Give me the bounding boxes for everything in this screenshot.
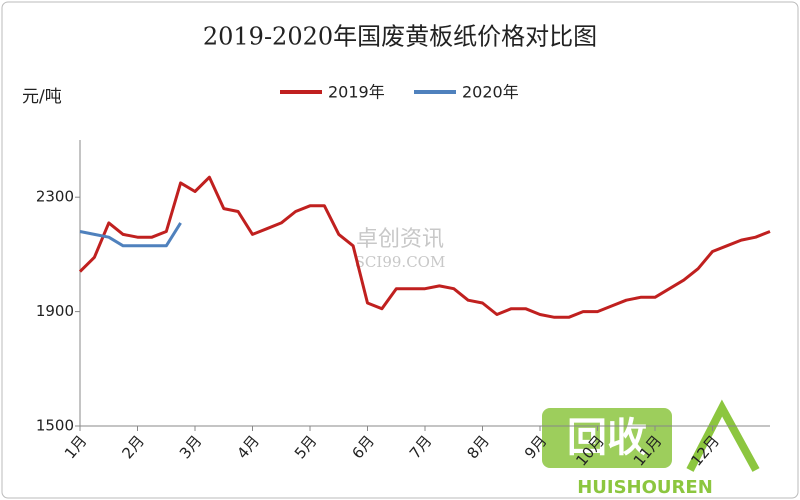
legend-label: 2020年 xyxy=(462,83,519,102)
watermark: 卓创资讯 xyxy=(356,227,444,252)
watermark: SCI99.COM xyxy=(355,253,446,271)
y-tick-label: 1900 xyxy=(36,302,74,320)
logo-text: 回收 xyxy=(567,415,647,461)
chart-title: 2019-2020年国废黄板纸价格对比图 xyxy=(203,23,597,51)
y-tick-label: 1500 xyxy=(36,417,74,435)
y-tick-label: 2300 xyxy=(36,188,74,206)
logo-subtext: HUISHOUREN xyxy=(577,477,713,498)
series-line xyxy=(79,222,182,248)
legend-label: 2019年 xyxy=(328,83,385,102)
logo-box xyxy=(542,408,672,468)
logo-icon xyxy=(686,399,760,472)
series-line xyxy=(78,175,771,319)
y-axis-label: 元/吨 xyxy=(22,87,62,107)
